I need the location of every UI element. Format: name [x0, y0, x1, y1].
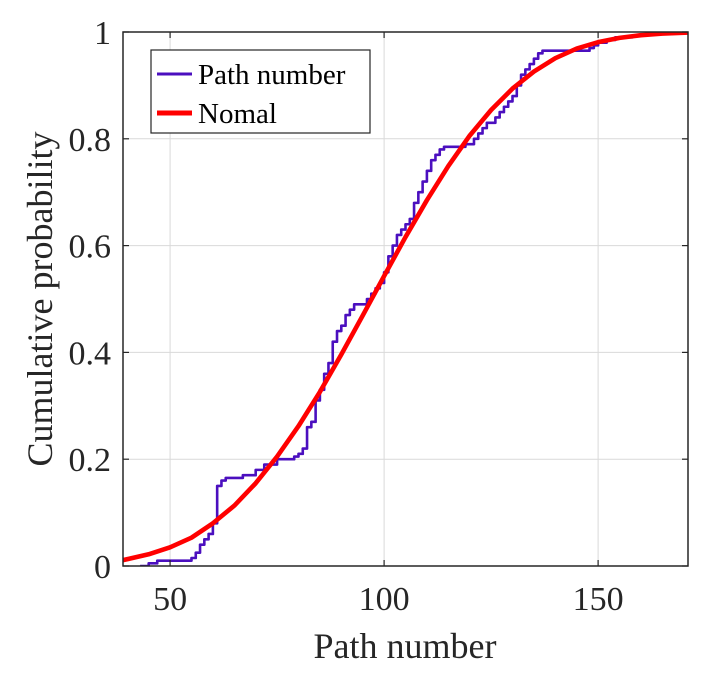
y-tick-label: 0	[94, 549, 111, 586]
x-tick-label: 50	[153, 581, 187, 618]
legend: Path number Nomal	[150, 49, 371, 134]
y-tick-label: 0.4	[69, 335, 112, 372]
y-tick-label: 0.2	[69, 442, 112, 479]
y-axis-label: Cumulative probability	[20, 132, 60, 467]
series-line-path-number	[140, 32, 664, 566]
x-tick-label: 100	[359, 581, 410, 618]
axes-box	[122, 31, 689, 567]
y-tick-label: 0.8	[69, 122, 112, 159]
legend-label-path-number: Path number	[198, 59, 346, 91]
series-line-nomal	[123, 32, 688, 563]
series-layer	[123, 32, 688, 566]
x-axis-label: Path number	[314, 626, 497, 666]
y-tick-label: 1	[94, 15, 111, 52]
x-tick-label: 150	[573, 581, 624, 618]
ticks: 50 100 150 0 0.2 0.4 0.6 0.8 1	[69, 15, 688, 618]
legend-label-nomal: Nomal	[198, 98, 277, 130]
legend-box	[150, 49, 371, 134]
y-tick-label: 0.6	[69, 229, 112, 266]
